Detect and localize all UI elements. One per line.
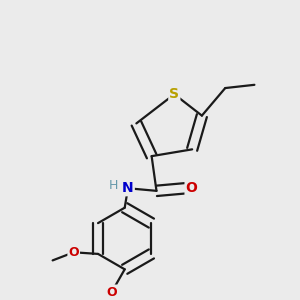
Text: H: H	[109, 179, 118, 192]
Text: O: O	[68, 246, 79, 259]
Text: N: N	[122, 181, 134, 195]
Text: O: O	[106, 286, 117, 298]
Text: O: O	[186, 181, 197, 195]
Text: S: S	[169, 87, 179, 101]
